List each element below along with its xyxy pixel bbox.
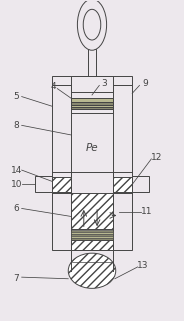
- Bar: [52, 177, 71, 192]
- Bar: [71, 234, 113, 236]
- Bar: [71, 232, 113, 234]
- Bar: [71, 105, 113, 107]
- Text: 9: 9: [142, 79, 148, 88]
- Bar: [35, 176, 52, 193]
- Bar: [71, 102, 113, 105]
- Bar: [52, 76, 132, 85]
- Text: 8: 8: [13, 121, 19, 130]
- Bar: [71, 76, 113, 92]
- Bar: [52, 85, 132, 250]
- Text: 12: 12: [151, 153, 162, 162]
- Text: 11: 11: [141, 207, 153, 216]
- Bar: [71, 109, 113, 113]
- Text: Pe: Pe: [86, 143, 98, 153]
- Bar: [71, 107, 113, 109]
- Text: 10: 10: [10, 180, 22, 189]
- Bar: [88, 49, 96, 76]
- Circle shape: [77, 0, 107, 50]
- Circle shape: [83, 9, 101, 40]
- Bar: [71, 236, 113, 238]
- Bar: [71, 98, 113, 102]
- Bar: [71, 238, 113, 240]
- Text: 4: 4: [51, 82, 56, 91]
- Text: 14: 14: [10, 166, 22, 175]
- Bar: [71, 193, 113, 229]
- Bar: [71, 240, 113, 250]
- Text: 5: 5: [13, 92, 19, 101]
- Bar: [71, 230, 113, 232]
- Bar: [113, 177, 132, 192]
- Text: 6: 6: [13, 204, 19, 213]
- Ellipse shape: [68, 253, 116, 288]
- Text: 7: 7: [13, 274, 19, 283]
- Bar: [132, 176, 149, 193]
- Text: 3: 3: [101, 79, 107, 88]
- Text: 13: 13: [137, 262, 149, 271]
